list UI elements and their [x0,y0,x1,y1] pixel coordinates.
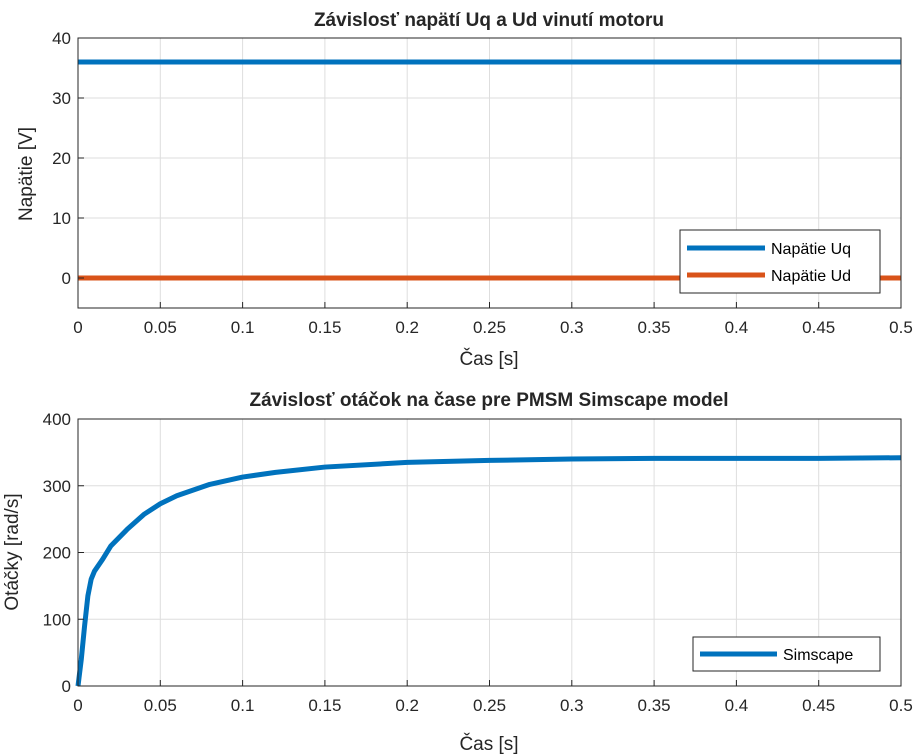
x-tick-label: 0.45 [802,318,835,337]
x-tick-label: 0.35 [638,318,671,337]
x-ticks: 0 0.05 0.1 0.15 0.2 0.25 0.3 0.35 0.4 0.45 0.5 [73,680,913,715]
y-tick-label: 30 [52,89,71,108]
y-tick-label: 0 [62,677,71,696]
legend-label-ud: Napätie Ud [771,268,851,285]
y-tick-label: 200 [43,544,71,563]
x-tick-label: 0.5 [889,696,913,715]
x-tick-label: 0.15 [308,696,341,715]
y-axis-label: Napätie [V] [16,127,37,221]
legend-label-uq: Napätie Uq [771,241,851,258]
plot-lines [75,455,902,687]
voltage-chart: Závislosť napätí Uq a Ud vinutí motoru 0… [16,10,913,370]
x-tick-label: 0 [73,318,82,337]
x-tick-label: 0.1 [231,696,255,715]
legend: Simscape [692,636,881,672]
y-tick-label: 40 [52,29,71,48]
legend-box [679,229,881,294]
x-tick-label: 0.25 [473,318,506,337]
x-tick-label: 0.05 [144,696,177,715]
x-tick-label: 0.2 [395,696,419,715]
speed-chart: Závislosť otáčok na čase pre PMSM Simsca… [2,390,913,755]
x-tick-label: 0.35 [638,696,671,715]
series-line [75,455,902,687]
x-tick-label: 0.3 [560,318,584,337]
x-tick-label: 0.25 [473,696,506,715]
y-axis-label: Otáčky [rad/s] [2,493,23,610]
chart-title: Závislosť napätí Uq a Ud vinutí motoru [314,10,664,31]
x-tick-label: 0.05 [144,318,177,337]
y-tick-label: 0 [62,269,71,288]
y-tick-label: 400 [43,410,71,429]
x-tick-label: 0.45 [802,696,835,715]
legend-label-simscape: Simscape [783,647,853,664]
x-tick-label: 0.4 [725,318,749,337]
y-ticks: 0 100 200 300 400 [43,410,84,696]
x-tick-label: 0.3 [560,696,584,715]
y-ticks: 0 10 20 30 40 [52,29,84,288]
x-tick-label: 0.5 [889,318,913,337]
y-tick-label: 300 [43,477,71,496]
y-tick-label: 10 [52,209,71,228]
legend: Napätie Uq Napätie Ud [679,229,881,294]
x-tick-label: 0 [73,696,82,715]
x-ticks: 0 0.05 0.1 0.15 0.2 0.25 0.3 0.35 0.4 0.45 0.5 [73,302,913,337]
x-tick-label: 0.4 [725,696,749,715]
x-axis-label: Čas [s] [459,348,518,370]
x-tick-label: 0.1 [231,318,255,337]
chart-title: Závislosť otáčok na čase pre PMSM Simsca… [249,390,728,411]
x-tick-label: 0.2 [395,318,419,337]
x-tick-label: 0.15 [308,318,341,337]
y-tick-label: 100 [43,610,71,629]
x-axis-label: Čas [s] [459,733,518,755]
y-tick-label: 20 [52,149,71,168]
